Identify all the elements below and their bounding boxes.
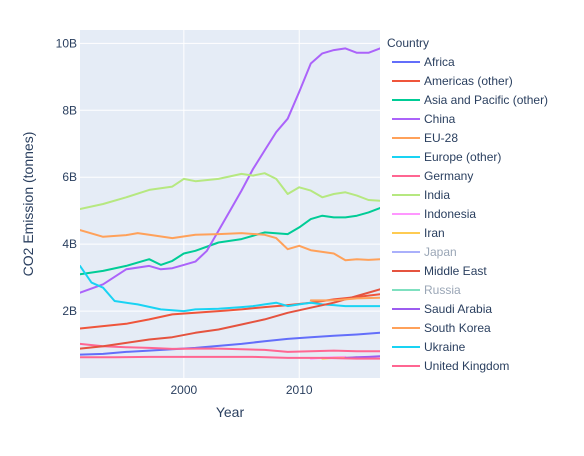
legend-item-germany[interactable]: Germany — [392, 169, 473, 183]
legend-item-russia[interactable]: Russia — [392, 283, 461, 297]
y-tick-label: 8B — [62, 103, 77, 117]
legend[interactable]: Country Africa Americas (other) Asia and P… — [387, 36, 548, 373]
legend-item-europe-other-[interactable]: Europe (other) — [392, 150, 501, 164]
series-line-united-kingdom — [80, 355, 380, 360]
series-line-eu-28 — [80, 229, 380, 262]
legend-item-asia-and-pacific-other-[interactable]: Asia and Pacific (other) — [392, 93, 548, 107]
y-tick-label: 6B — [62, 170, 77, 184]
legend-label: Africa — [424, 55, 455, 69]
series-line-china — [80, 47, 380, 294]
legend-label: Americas (other) — [424, 74, 513, 88]
legend-label: United Kingdom — [424, 359, 509, 373]
series-line-africa — [80, 331, 380, 356]
legend-item-saudi-arabia[interactable]: Saudi Arabia — [392, 302, 492, 316]
legend-label: Iran — [424, 226, 445, 240]
y-tick-label: 4B — [62, 237, 77, 251]
x-tick-label: 2000 — [170, 383, 197, 397]
legend-label: India — [424, 188, 450, 202]
legend-label: Russia — [424, 283, 461, 297]
y-tick-label: 2B — [62, 304, 77, 318]
x-tick-label: 2010 — [286, 383, 313, 397]
legend-item-eu-28[interactable]: EU-28 — [392, 131, 458, 145]
series-line-asia-and-pacific-other- — [80, 207, 380, 276]
series-line-germany — [80, 342, 380, 353]
legend-item-indonesia[interactable]: Indonesia — [392, 207, 476, 221]
legend-item-africa[interactable]: Africa — [392, 55, 455, 69]
legend-item-india[interactable]: India — [392, 188, 450, 202]
series-line-europe-other- — [80, 264, 380, 313]
legend-item-china[interactable]: China — [392, 112, 456, 126]
legend-item-americas-other-[interactable]: Americas (other) — [392, 74, 513, 88]
plot-background — [80, 30, 380, 378]
y-tick-label: 10B — [56, 36, 77, 50]
legend-label: Germany — [424, 169, 473, 183]
legend-items[interactable]: Africa Americas (other) Asia and Pacific (… — [392, 55, 548, 373]
legend-item-iran[interactable]: Iran — [392, 226, 445, 240]
series-line-south-korea — [309, 296, 380, 302]
legend-title: Country — [387, 36, 429, 50]
legend-label: Asia and Pacific (other) — [424, 93, 548, 107]
legend-item-south-korea[interactable]: South Korea — [392, 321, 491, 335]
legend-label: Saudi Arabia — [424, 302, 492, 316]
legend-label: South Korea — [424, 321, 491, 335]
y-axis-title: CO2 Emission (tonnes) — [20, 132, 36, 277]
legend-label: China — [424, 112, 456, 126]
legend-item-japan[interactable]: Japan — [392, 245, 457, 259]
x-axis-title: Year — [216, 404, 245, 420]
legend-label: Ukraine — [424, 340, 466, 354]
series-lines — [80, 47, 380, 360]
legend-label: Europe (other) — [424, 150, 501, 164]
legend-item-united-kingdom[interactable]: United Kingdom — [392, 359, 509, 373]
legend-label: Japan — [424, 245, 457, 259]
legend-item-middle-east[interactable]: Middle East — [392, 264, 487, 278]
legend-label: Middle East — [424, 264, 487, 278]
series-line-middle-east — [80, 288, 380, 350]
x-axis-ticks: 2000 2010 — [170, 383, 312, 397]
y-axis-ticks: 2B 4B 6B 8B 10B — [56, 36, 77, 318]
series-line-india — [80, 172, 380, 210]
legend-item-ukraine[interactable]: Ukraine — [392, 340, 466, 354]
legend-label: Indonesia — [424, 207, 476, 221]
legend-label: EU-28 — [424, 131, 458, 145]
